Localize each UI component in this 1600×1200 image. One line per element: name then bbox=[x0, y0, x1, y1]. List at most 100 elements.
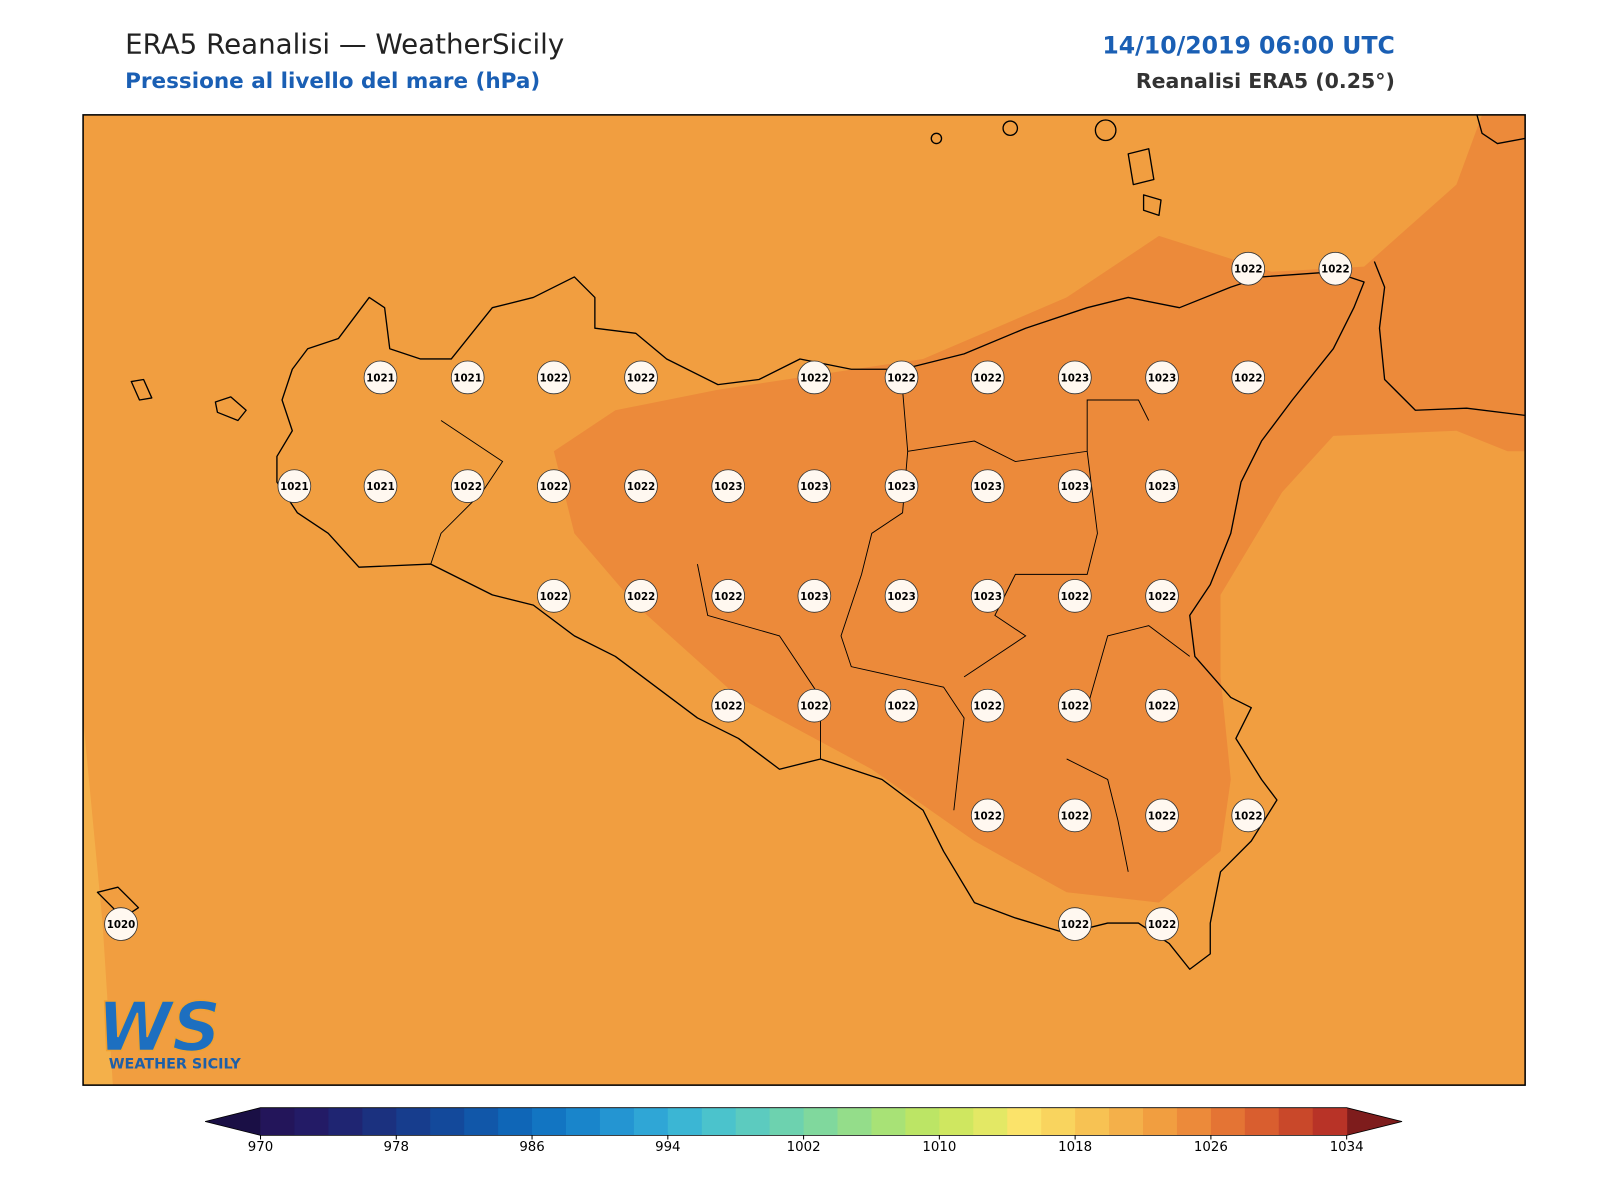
colorbar-bin bbox=[667, 1107, 703, 1136]
station-marker bbox=[970, 579, 1005, 613]
colorbar-bin bbox=[1312, 1107, 1348, 1136]
station-value: 1023 bbox=[973, 481, 1002, 493]
station-value: 1022 bbox=[973, 701, 1002, 713]
pressure-field-high bbox=[553, 114, 1526, 903]
colorbar-bin bbox=[396, 1107, 431, 1136]
station: 1021 bbox=[363, 469, 398, 503]
station: 1021 bbox=[277, 469, 312, 503]
station-value: 1022 bbox=[627, 372, 656, 384]
station: 1022 bbox=[624, 360, 658, 395]
station-marker bbox=[450, 360, 485, 395]
station-marker bbox=[1145, 798, 1179, 833]
station-value: 1022 bbox=[1061, 701, 1090, 713]
colorbar-bin bbox=[1041, 1107, 1076, 1136]
colorbar-bin bbox=[1075, 1107, 1110, 1136]
colorbar-tick-label: 994 bbox=[655, 1140, 680, 1155]
station-marker bbox=[624, 469, 658, 503]
station: 1023 bbox=[970, 579, 1005, 613]
station-marker bbox=[537, 360, 571, 395]
station-value: 1022 bbox=[1234, 810, 1263, 822]
station: 1022 bbox=[1318, 251, 1353, 286]
station-marker bbox=[1145, 907, 1179, 941]
station-marker bbox=[970, 469, 1005, 503]
islands bbox=[96, 119, 1162, 919]
station-marker bbox=[884, 469, 919, 503]
colorbar-bin bbox=[769, 1107, 805, 1136]
station-value: 1022 bbox=[973, 372, 1002, 384]
station: 1022 bbox=[450, 469, 485, 503]
station-value: 1022 bbox=[1234, 264, 1263, 276]
station-marker bbox=[1145, 688, 1179, 723]
colorbar-bin bbox=[1210, 1107, 1246, 1136]
station-marker bbox=[797, 469, 832, 503]
colorbar-bin bbox=[599, 1107, 635, 1136]
station-value: 1021 bbox=[453, 372, 482, 384]
station: 1022 bbox=[1058, 798, 1092, 833]
station: 1022 bbox=[537, 469, 571, 503]
colorbar-bin bbox=[1176, 1107, 1212, 1136]
station-value: 1023 bbox=[887, 591, 916, 603]
station-value: 1023 bbox=[1061, 372, 1090, 384]
station-marker bbox=[1145, 579, 1179, 613]
station-value: 1022 bbox=[540, 591, 569, 603]
map: 1022 1022 1021 1021 1022 1022 1022 1022 1022 1023… bbox=[82, 114, 1526, 1086]
station-marker bbox=[884, 360, 919, 395]
station-value: 1022 bbox=[1148, 919, 1177, 931]
station: 1022 bbox=[1145, 798, 1179, 833]
station-marker bbox=[104, 907, 138, 941]
colorbar-bin bbox=[498, 1107, 533, 1136]
station-value: 1022 bbox=[714, 591, 743, 603]
station-marker bbox=[797, 688, 832, 723]
station-value: 1023 bbox=[800, 591, 829, 603]
station: 1022 bbox=[970, 360, 1005, 395]
colorbar-tick-label: 1018 bbox=[1058, 1140, 1092, 1155]
map-frame bbox=[82, 114, 1526, 1086]
station-marker bbox=[970, 688, 1005, 723]
station: 1023 bbox=[1145, 360, 1179, 395]
colorbar-tick-label: 1034 bbox=[1330, 1140, 1364, 1155]
station-value: 1022 bbox=[800, 372, 829, 384]
calabria-coastline bbox=[1373, 114, 1526, 417]
station-value: 1022 bbox=[887, 701, 916, 713]
station-labels: 1022 1022 1021 1021 1022 1022 1022 1022 1022 1023… bbox=[104, 251, 1353, 941]
station-value: 1022 bbox=[540, 372, 569, 384]
colorbar: 970 978 986 994 1002 1010 1018 1026 1034 bbox=[205, 1107, 1403, 1155]
colorbar-bin bbox=[260, 1107, 295, 1136]
logo: WS WEATHER SICILY bbox=[97, 986, 242, 1072]
pressure-field-low bbox=[83, 717, 113, 1086]
station-marker bbox=[624, 360, 658, 395]
station: 1023 bbox=[884, 469, 919, 503]
colorbar-bin bbox=[565, 1107, 601, 1136]
station-marker bbox=[277, 469, 312, 503]
colorbar-bin bbox=[328, 1107, 363, 1136]
station-marker bbox=[1231, 360, 1266, 395]
subtitle: Pressione al livello del mare (hPa) bbox=[125, 69, 540, 94]
colorbar-bin bbox=[362, 1107, 397, 1136]
station: 1022 bbox=[624, 469, 658, 503]
station-value: 1023 bbox=[1061, 481, 1090, 493]
station-marker bbox=[884, 579, 919, 613]
station: 1022 bbox=[1058, 579, 1092, 613]
station: 1022 bbox=[1145, 579, 1179, 613]
station-marker bbox=[1145, 360, 1179, 395]
title: ERA5 Reanalisi — WeatherSicily bbox=[125, 27, 564, 60]
station-marker bbox=[884, 688, 919, 723]
station-marker bbox=[363, 469, 398, 503]
station: 1022 bbox=[711, 579, 746, 613]
station: 1022 bbox=[884, 688, 919, 723]
station-marker bbox=[711, 579, 746, 613]
station-marker bbox=[1058, 798, 1092, 833]
station-marker bbox=[1058, 360, 1092, 395]
station-value: 1023 bbox=[973, 591, 1002, 603]
station-value: 1022 bbox=[540, 481, 569, 493]
station: 1022 bbox=[797, 360, 832, 395]
source: Reanalisi ERA5 (0.25°) bbox=[1136, 69, 1395, 93]
station-value: 1022 bbox=[800, 701, 829, 713]
colorbar-bin bbox=[532, 1107, 567, 1136]
station: 1020 bbox=[104, 907, 138, 941]
station-marker bbox=[797, 579, 832, 613]
colorbar-bin bbox=[701, 1107, 737, 1136]
station: 1022 bbox=[970, 798, 1005, 833]
